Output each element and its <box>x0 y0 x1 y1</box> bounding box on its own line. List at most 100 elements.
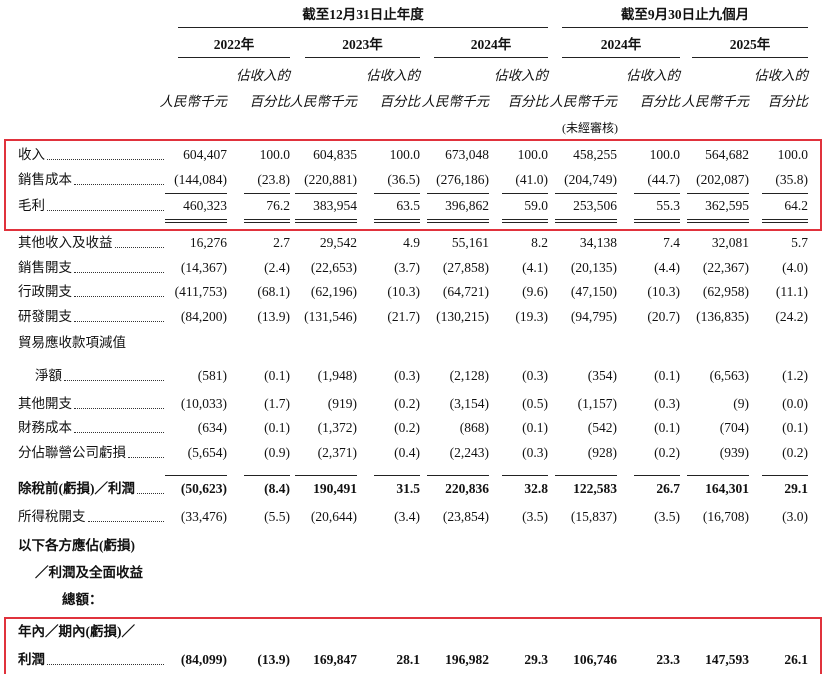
label-text: 淨額 <box>35 368 62 383</box>
cell-value: (1.7) <box>264 396 290 411</box>
rule <box>374 219 420 220</box>
cell-value: 196,982 <box>445 652 489 667</box>
cell-value: (62,958) <box>702 284 749 299</box>
cell-value: (33,476) <box>180 509 227 524</box>
dot-leader <box>64 380 164 381</box>
year-header: 2022年 <box>213 37 255 52</box>
dot-leader <box>114 247 164 248</box>
cell-value: (0.1) <box>264 420 290 435</box>
cell-value: 29,542 <box>319 235 357 250</box>
cell-value: (2,371) <box>317 445 357 460</box>
cell-value: 8.2 <box>531 235 548 250</box>
rule <box>295 193 357 194</box>
amount-unit: 人民幣千元 <box>159 94 228 109</box>
label-text: 其他收入及收益 <box>18 235 113 250</box>
rule <box>502 222 548 223</box>
cell-value: 604,407 <box>183 147 227 162</box>
rule <box>374 193 420 194</box>
cell-value: 26.1 <box>784 652 808 667</box>
cell-value: 32.8 <box>524 481 548 496</box>
cell-value: 64.2 <box>784 198 808 213</box>
row-label: 貿易應收款項減值 <box>18 334 126 352</box>
row-label: 其他開支 <box>18 395 166 413</box>
dot-leader <box>137 493 164 494</box>
cell-value: (44.7) <box>647 172 680 187</box>
cell-value: (0.2) <box>394 396 420 411</box>
label-text: 除稅前(虧損)／利潤 <box>18 481 135 496</box>
cell-value: (84,200) <box>180 309 227 324</box>
label-text: 所得稅開支 <box>18 509 86 524</box>
amount-unit: 人民幣千元 <box>681 94 750 109</box>
rule <box>434 57 548 58</box>
cell-value: 383,954 <box>313 198 357 213</box>
cell-value: 100.0 <box>389 147 420 162</box>
cell-value: (14,367) <box>180 260 227 275</box>
rule <box>178 27 548 28</box>
rule <box>634 219 680 220</box>
row-label: ／利潤及全面收益 <box>35 564 143 582</box>
row-label: 年內／期內(虧損)／ <box>18 623 135 641</box>
cell-value: 106,746 <box>573 652 617 667</box>
row-label: 銷售開支 <box>18 259 166 277</box>
cell-value: (704) <box>719 420 749 435</box>
cell-value: (928) <box>587 445 617 460</box>
cell-value: 23.3 <box>656 652 680 667</box>
rule <box>555 219 617 220</box>
cell-value: 253,506 <box>573 198 617 213</box>
cell-value: (3.5) <box>522 509 548 524</box>
cell-value: (0.1) <box>264 368 290 383</box>
cell-value: 100.0 <box>517 147 548 162</box>
pct-unit: 佔收入的 <box>754 68 808 83</box>
cell-value: (24.2) <box>775 309 808 324</box>
row-label: 所得稅開支 <box>18 508 166 526</box>
rule <box>244 222 290 223</box>
cell-value: 5.7 <box>791 235 808 250</box>
cell-value: (10.3) <box>647 284 680 299</box>
row-label: 除稅前(虧損)／利潤 <box>18 480 166 498</box>
cell-value: 100.0 <box>259 147 290 162</box>
rule <box>244 193 290 194</box>
cell-value: (9) <box>733 396 749 411</box>
group-header: 截至9月30日止九個月 <box>620 7 750 22</box>
row-label: 其他收入及收益 <box>18 234 166 252</box>
year-header: 2024年 <box>470 37 512 52</box>
cell-value: (22,367) <box>702 260 749 275</box>
cell-value: (0.2) <box>654 445 680 460</box>
rule <box>687 475 749 476</box>
row-label: 總額： <box>62 591 103 609</box>
cell-value: (21.7) <box>387 309 420 324</box>
cell-value: (0.1) <box>654 368 680 383</box>
unaudited-note: (未經審核) <box>562 121 618 135</box>
dot-leader <box>74 296 164 297</box>
cell-value: 460,323 <box>183 198 227 213</box>
row-label: 銷售成本 <box>18 171 166 189</box>
cell-value: (15,837) <box>570 509 617 524</box>
cell-value: 396,862 <box>445 198 489 213</box>
rule <box>555 475 617 476</box>
group-header: 截至12月31日止年度 <box>302 7 424 22</box>
rule <box>427 193 489 194</box>
rule <box>244 219 290 220</box>
rule <box>295 475 357 476</box>
cell-value: (36.5) <box>387 172 420 187</box>
cell-value: (94,795) <box>570 309 617 324</box>
row-label: 行政開支 <box>18 283 166 301</box>
cell-value: (35.8) <box>775 172 808 187</box>
amount-unit: 人民幣千元 <box>289 94 358 109</box>
pct-unit: 百分比 <box>249 94 291 109</box>
cell-value: 55.3 <box>656 198 680 213</box>
highlight-box <box>4 139 822 231</box>
label-text: 銷售成本 <box>18 172 72 187</box>
rule <box>634 475 680 476</box>
cell-value: 458,255 <box>573 147 617 162</box>
amount-unit: 人民幣千元 <box>549 94 618 109</box>
cell-value: (6,563) <box>709 368 749 383</box>
cell-value: (23.8) <box>257 172 290 187</box>
rule <box>555 193 617 194</box>
dot-leader <box>74 321 164 322</box>
rule <box>295 222 357 223</box>
cell-value: (0.3) <box>522 368 548 383</box>
cell-value: (3.7) <box>394 260 420 275</box>
cell-value: 673,048 <box>445 147 489 162</box>
year-header: 2024年 <box>600 37 642 52</box>
